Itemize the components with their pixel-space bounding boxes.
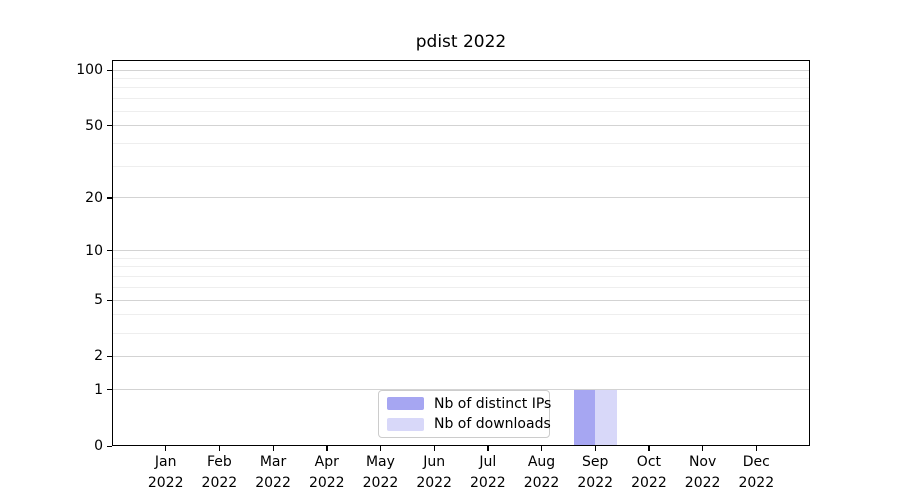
x-tick-label: Mar 2022 bbox=[255, 452, 291, 494]
legend-swatch bbox=[387, 417, 424, 431]
legend-item: Nb of downloads bbox=[387, 416, 551, 434]
gridline-major bbox=[112, 299, 810, 301]
x-tick-year: 2022 bbox=[362, 475, 399, 491]
x-tick-year: 2022 bbox=[308, 475, 345, 491]
x-tick-label: Aug 2022 bbox=[524, 452, 560, 494]
x-tick-year: 2022 bbox=[738, 475, 775, 491]
y-tick-label: 20 bbox=[85, 189, 103, 206]
gridline-minor bbox=[112, 98, 810, 100]
x-tick-year: 2022 bbox=[416, 475, 452, 491]
gridline-minor bbox=[112, 87, 810, 89]
x-tick-mark bbox=[702, 446, 704, 451]
x-tick-mark bbox=[326, 446, 328, 451]
plot-area bbox=[112, 60, 810, 446]
x-tick-month: Aug bbox=[527, 454, 556, 470]
gridline-major bbox=[112, 69, 810, 71]
legend-label: Nb of downloads bbox=[434, 416, 551, 433]
gridline-minor bbox=[112, 286, 810, 288]
x-tick-mark bbox=[218, 446, 221, 451]
gridline-minor bbox=[112, 165, 810, 167]
y-tick-label: 50 bbox=[85, 117, 103, 134]
bar-nb-of-downloads bbox=[595, 389, 617, 446]
x-tick-year: 2022 bbox=[523, 475, 560, 491]
x-tick-year: 2022 bbox=[201, 475, 238, 491]
gridline-major bbox=[112, 250, 810, 252]
gridline-major bbox=[112, 389, 810, 391]
x-tick-month: Jul bbox=[479, 454, 497, 470]
y-tick-mark bbox=[107, 299, 112, 301]
x-tick-mark bbox=[272, 446, 274, 451]
y-tick-mark bbox=[107, 389, 112, 391]
y-tick-mark bbox=[107, 125, 112, 127]
x-tick-mark bbox=[165, 446, 167, 451]
x-tick-mark bbox=[594, 446, 597, 451]
x-tick-label: Dec 2022 bbox=[738, 452, 774, 494]
y-tick-label: 10 bbox=[85, 242, 103, 259]
y-tick-mark bbox=[107, 445, 112, 447]
bar-nb-of-distinct-ips bbox=[573, 389, 596, 446]
legend-item: Nb of distinct IPs bbox=[387, 395, 551, 413]
x-tick-label: Nov 2022 bbox=[685, 452, 721, 494]
gridline-major bbox=[112, 355, 810, 357]
x-tick-year: 2022 bbox=[577, 475, 614, 491]
gridline-major bbox=[112, 197, 810, 199]
x-tick-month: Apr bbox=[314, 454, 339, 470]
x-tick-mark bbox=[648, 446, 650, 451]
x-tick-month: Nov bbox=[688, 454, 717, 470]
y-tick-label: 5 bbox=[94, 292, 103, 309]
x-tick-mark bbox=[541, 446, 543, 451]
x-tick-month: Sep bbox=[582, 454, 609, 470]
x-tick-label: Sep 2022 bbox=[577, 452, 613, 494]
x-tick-month: Dec bbox=[742, 454, 770, 470]
y-tick-label: 0 bbox=[94, 438, 103, 454]
x-tick-year: 2022 bbox=[631, 475, 667, 491]
x-tick-month: Mar bbox=[259, 454, 287, 470]
x-tick-mark bbox=[487, 446, 489, 451]
gridline-major bbox=[112, 125, 810, 127]
gridline-minor bbox=[112, 276, 810, 278]
y-tick-label: 100 bbox=[76, 62, 103, 78]
y-tick-mark bbox=[107, 197, 112, 199]
x-tick-year: 2022 bbox=[255, 475, 291, 491]
legend-swatch bbox=[387, 397, 424, 411]
x-tick-mark bbox=[755, 446, 758, 451]
x-tick-label: May 2022 bbox=[363, 452, 399, 494]
gridline-minor bbox=[112, 142, 810, 144]
gridline-minor bbox=[112, 110, 810, 112]
gridline-minor bbox=[112, 314, 810, 316]
y-tick-mark bbox=[107, 69, 112, 71]
y-tick-mark bbox=[107, 355, 112, 358]
legend-label: Nb of distinct IPs bbox=[434, 395, 552, 412]
x-tick-label: Jan 2022 bbox=[148, 452, 184, 494]
x-tick-label: Jul 2022 bbox=[470, 452, 506, 494]
x-tick-mark bbox=[433, 446, 435, 451]
gridline-minor bbox=[112, 77, 810, 79]
y-tick-mark bbox=[107, 250, 112, 252]
x-tick-label: Apr 2022 bbox=[309, 452, 345, 494]
gridline-minor bbox=[112, 257, 810, 259]
x-tick-month: Jan bbox=[154, 454, 177, 470]
x-tick-month: Oct bbox=[636, 454, 662, 470]
gridline-minor bbox=[112, 266, 810, 268]
gridline-minor bbox=[112, 332, 810, 334]
x-tick-label: Oct 2022 bbox=[631, 452, 667, 494]
y-tick-label: 1 bbox=[94, 381, 103, 398]
legend: Nb of distinct IPs Nb of downloads bbox=[378, 390, 551, 438]
x-tick-year: 2022 bbox=[470, 475, 506, 491]
x-tick-year: 2022 bbox=[684, 475, 721, 491]
x-tick-label: Jun 2022 bbox=[416, 452, 452, 494]
x-tick-mark bbox=[379, 446, 382, 451]
x-tick-month: May bbox=[365, 454, 395, 470]
x-tick-month: Feb bbox=[206, 454, 232, 470]
x-tick-year: 2022 bbox=[147, 475, 184, 491]
x-tick-label: Feb 2022 bbox=[202, 452, 238, 494]
y-tick-label: 2 bbox=[94, 348, 103, 365]
x-tick-month: Jun bbox=[423, 454, 446, 470]
chart-title: pdist 2022 bbox=[415, 32, 507, 52]
